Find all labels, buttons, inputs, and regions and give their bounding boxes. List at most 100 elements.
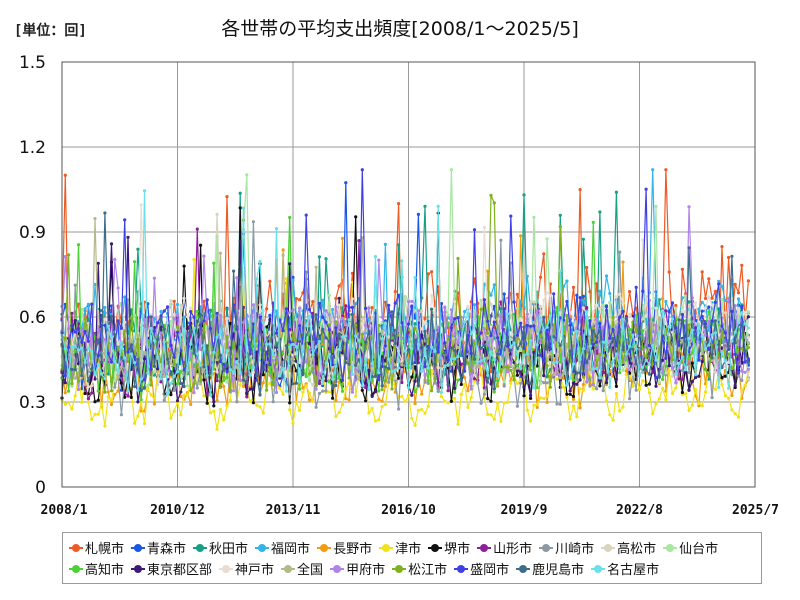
data-point bbox=[717, 279, 721, 283]
data-point bbox=[139, 388, 143, 393]
data-point bbox=[67, 389, 71, 393]
data-point bbox=[677, 361, 681, 365]
data-point bbox=[614, 352, 619, 356]
data-point bbox=[575, 415, 579, 419]
data-point bbox=[519, 348, 523, 353]
data-point bbox=[575, 320, 579, 324]
data-point bbox=[70, 382, 74, 386]
data-point bbox=[86, 385, 90, 389]
data-point bbox=[406, 365, 411, 370]
data-point bbox=[664, 364, 668, 368]
series-津市 bbox=[60, 257, 751, 431]
data-point bbox=[618, 250, 622, 254]
data-point bbox=[644, 383, 648, 387]
data-point bbox=[667, 324, 671, 329]
data-point bbox=[397, 407, 401, 411]
data-point bbox=[281, 329, 285, 333]
data-point bbox=[129, 308, 133, 312]
data-point bbox=[472, 324, 477, 328]
legend-marker bbox=[454, 564, 469, 574]
line-chart: 00.30.60.91.21.5 2008/1 2010/12 2013/11 201… bbox=[19, 53, 779, 518]
data-point bbox=[651, 412, 655, 416]
legend-item: 秋田市 bbox=[193, 537, 248, 558]
data-point bbox=[291, 308, 295, 312]
data-point bbox=[687, 336, 691, 341]
data-point bbox=[350, 335, 354, 339]
data-point bbox=[142, 189, 147, 193]
data-point bbox=[377, 378, 381, 382]
data-point bbox=[532, 386, 536, 390]
data-point bbox=[710, 396, 714, 400]
legend-item: 東京都区部 bbox=[131, 558, 212, 579]
data-point bbox=[364, 323, 368, 327]
data-point bbox=[380, 337, 384, 341]
data-point bbox=[667, 332, 671, 336]
data-point bbox=[532, 403, 536, 407]
data-point bbox=[222, 340, 226, 344]
data-point bbox=[354, 323, 358, 327]
data-point bbox=[373, 311, 378, 315]
data-point bbox=[387, 339, 391, 343]
legend-item: 名古屋市 bbox=[591, 558, 659, 579]
data-point bbox=[354, 302, 358, 306]
data-point bbox=[123, 218, 127, 222]
data-point bbox=[261, 381, 265, 385]
data-point bbox=[152, 317, 156, 321]
data-point bbox=[156, 321, 160, 325]
data-point bbox=[93, 352, 97, 356]
data-point bbox=[667, 310, 671, 314]
data-point bbox=[129, 343, 133, 347]
data-point bbox=[90, 417, 94, 421]
data-point bbox=[340, 314, 345, 318]
data-point bbox=[225, 308, 229, 312]
data-point bbox=[733, 383, 737, 388]
data-point bbox=[245, 395, 249, 399]
data-point bbox=[628, 290, 632, 294]
data-point bbox=[687, 370, 691, 375]
data-point bbox=[258, 259, 262, 264]
legend-marker bbox=[69, 543, 83, 553]
data-point bbox=[278, 386, 282, 390]
data-point bbox=[340, 316, 345, 320]
data-point bbox=[621, 368, 625, 372]
data-point bbox=[162, 327, 166, 331]
data-point bbox=[258, 405, 262, 409]
data-point bbox=[670, 315, 675, 319]
data-point bbox=[519, 317, 523, 321]
data-point bbox=[618, 328, 622, 332]
data-point bbox=[284, 389, 288, 393]
data-point bbox=[251, 220, 255, 224]
data-point bbox=[228, 368, 232, 372]
data-point bbox=[677, 318, 681, 322]
data-point bbox=[248, 387, 252, 391]
data-point bbox=[740, 311, 744, 315]
data-point bbox=[430, 270, 434, 274]
data-point bbox=[746, 279, 751, 283]
data-point bbox=[535, 386, 539, 390]
data-point bbox=[614, 384, 619, 388]
data-point bbox=[347, 376, 351, 380]
data-point bbox=[535, 402, 539, 406]
data-point bbox=[740, 263, 744, 267]
legend-marker bbox=[330, 564, 345, 574]
data-point bbox=[568, 417, 572, 421]
data-point bbox=[311, 300, 315, 304]
data-point bbox=[740, 322, 744, 326]
data-point bbox=[529, 324, 533, 328]
data-point bbox=[152, 364, 156, 368]
data-point bbox=[661, 358, 665, 362]
data-point bbox=[251, 370, 255, 374]
data-point bbox=[654, 204, 658, 208]
data-point bbox=[288, 392, 292, 396]
data-point bbox=[720, 297, 724, 302]
data-point bbox=[634, 388, 638, 392]
data-point bbox=[482, 392, 486, 396]
data-point bbox=[63, 381, 67, 385]
data-point bbox=[215, 335, 219, 339]
data-point bbox=[248, 361, 252, 365]
data-point bbox=[185, 315, 189, 319]
data-point bbox=[575, 382, 579, 386]
data-point bbox=[344, 322, 348, 326]
data-point bbox=[410, 416, 414, 420]
data-point bbox=[241, 320, 246, 324]
